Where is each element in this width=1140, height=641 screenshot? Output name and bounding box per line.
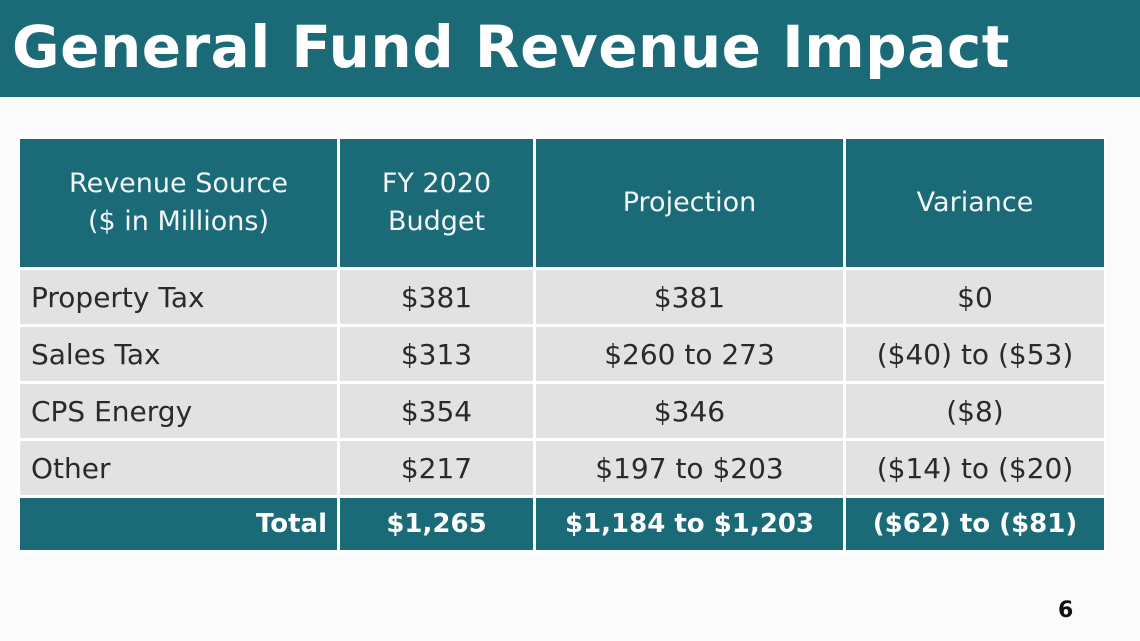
table-row: Other $217 $197 to $203 ($14) to ($20) <box>20 441 1104 495</box>
header-line: FY 2020 <box>381 168 492 200</box>
header-projection: Projection <box>536 139 843 267</box>
slide-title: General Fund Revenue Impact <box>12 12 1010 81</box>
revenue-source-cell: CPS Energy <box>20 384 337 438</box>
budget-cell: $313 <box>340 327 533 381</box>
table-total-row: Total $1,265 $1,184 to $1,203 ($62) to (… <box>20 498 1104 550</box>
revenue-table: Revenue Source ($ in Millions) FY 2020 B… <box>17 136 1107 553</box>
projection-cell: $381 <box>536 270 843 324</box>
budget-cell: $354 <box>340 384 533 438</box>
revenue-source-cell: Sales Tax <box>20 327 337 381</box>
header-line: Projection <box>622 187 757 219</box>
total-variance: ($62) to ($81) <box>846 498 1104 550</box>
header-variance: Variance <box>846 139 1104 267</box>
variance-cell: $0 <box>846 270 1104 324</box>
table-row: CPS Energy $354 $346 ($8) <box>20 384 1104 438</box>
revenue-source-cell: Other <box>20 441 337 495</box>
total-budget: $1,265 <box>340 498 533 550</box>
header-line: ($ in Millions) <box>87 206 270 237</box>
total-label: Total <box>20 498 337 550</box>
total-projection: $1,184 to $1,203 <box>536 498 843 550</box>
header-line: Revenue Source <box>69 168 288 200</box>
budget-cell: $381 <box>340 270 533 324</box>
variance-cell: ($40) to ($53) <box>846 327 1104 381</box>
projection-cell: $197 to $203 <box>536 441 843 495</box>
header-revenue-source: Revenue Source ($ in Millions) <box>20 139 337 267</box>
header-line: Budget <box>387 206 486 237</box>
header-fy2020-budget: FY 2020 Budget <box>340 139 533 267</box>
variance-cell: ($14) to ($20) <box>846 441 1104 495</box>
table-row: Sales Tax $313 $260 to 273 ($40) to ($53… <box>20 327 1104 381</box>
title-bar: General Fund Revenue Impact <box>0 0 1140 97</box>
revenue-source-cell: Property Tax <box>20 270 337 324</box>
table-row: Property Tax $381 $381 $0 <box>20 270 1104 324</box>
page-number: 6 <box>1058 598 1074 623</box>
projection-cell: $260 to 273 <box>536 327 843 381</box>
table-header-row: Revenue Source ($ in Millions) FY 2020 B… <box>20 139 1104 267</box>
projection-cell: $346 <box>536 384 843 438</box>
variance-cell: ($8) <box>846 384 1104 438</box>
budget-cell: $217 <box>340 441 533 495</box>
header-line: Variance <box>916 187 1034 219</box>
